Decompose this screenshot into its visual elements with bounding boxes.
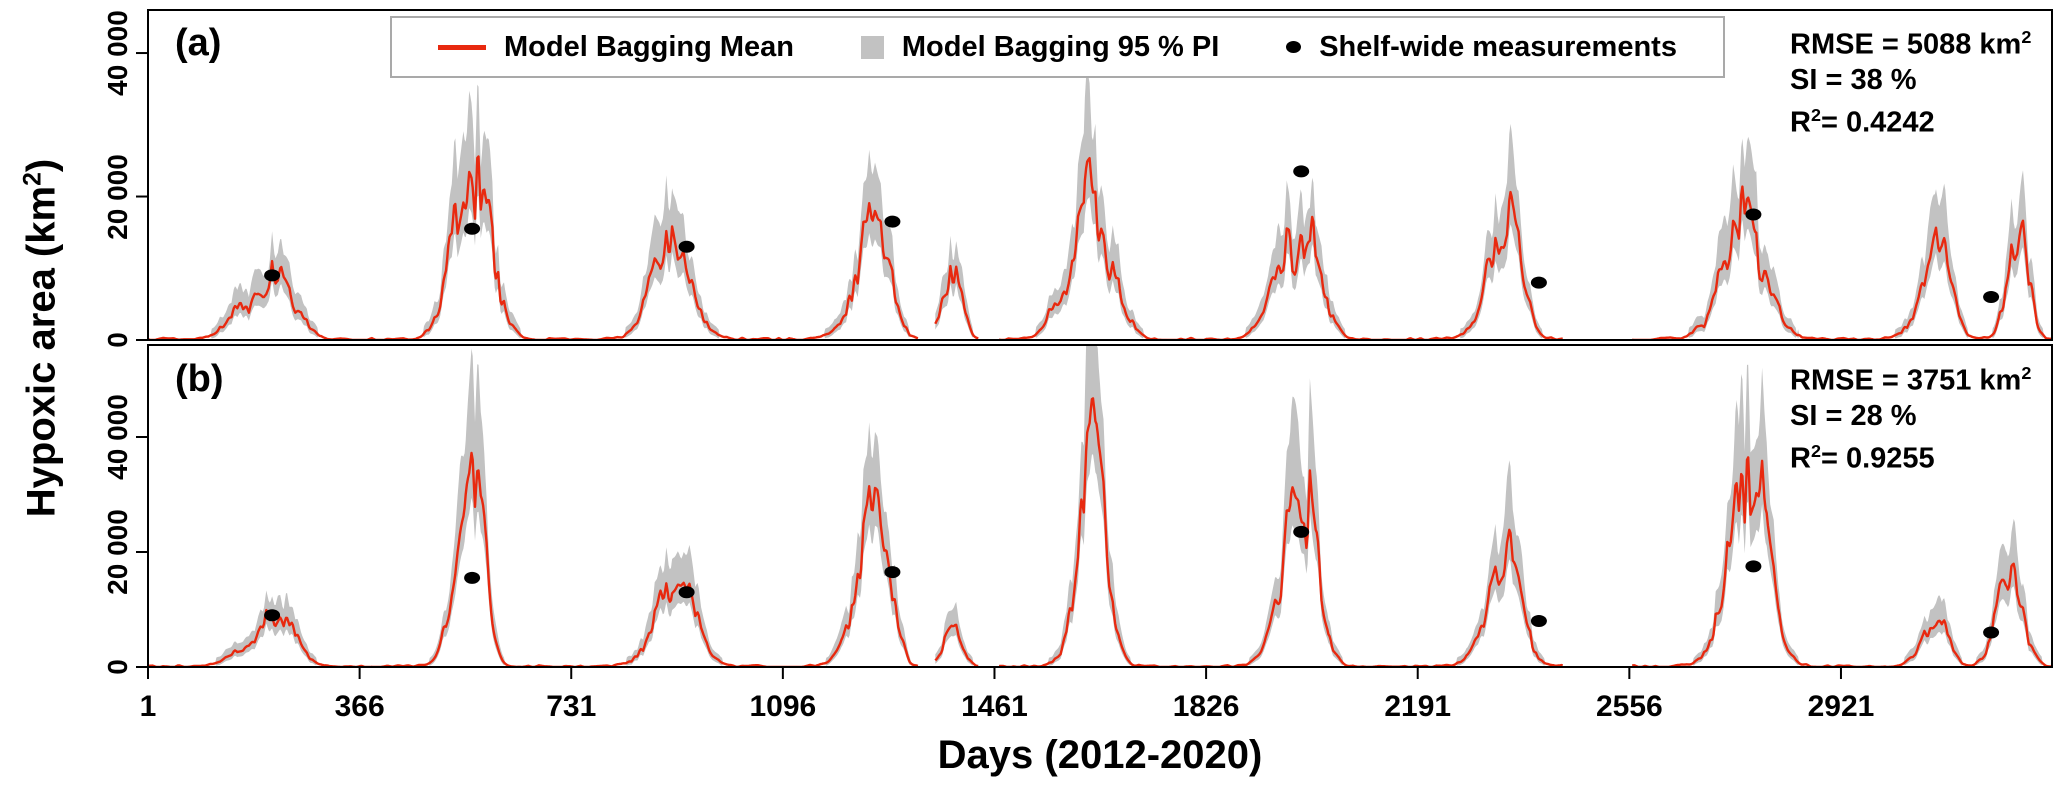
measurement-dot [884,215,901,228]
measurement-dot [264,269,281,282]
pi-band-swatch-icon [860,35,884,59]
stat-si-a: SI = 38 % [1790,63,1917,96]
measurement-dot [464,571,481,584]
measurement-dot [1530,276,1547,289]
stat-r2-b: R2= 0.9255 [1790,440,1935,475]
measurement-dot [678,586,695,599]
measurement-dot [1983,626,2000,639]
measurement-dot [1530,615,1547,627]
measurement-dot [464,222,481,235]
legend-label-pi: Model Bagging 95 % PI [901,30,1220,63]
measurement-dot [264,609,281,622]
pi-band [149,346,2051,666]
stat-rmse-a: RMSE = 5088 km2 [1790,27,2032,61]
measurement-dot [1745,560,1762,573]
panel-border [147,344,2053,668]
measurement-dot [1983,291,2000,303]
panel-plot-0 [149,69,2051,339]
x-axis-title: Days (2012-2020) [937,733,1263,777]
y-axis-title-text: Hypoxic area (km [19,185,64,518]
pi-band [149,69,2051,339]
measurement-dot [678,240,695,253]
measurement-dot-swatch-icon [1286,41,1302,53]
legend-item-measurements: Shelf-wide measurements [1286,31,1677,64]
stats-panel-b: RMSE = 3751 km2 SI = 28 % R2= 0.9255 [1790,356,2031,476]
measurement-dot [884,566,901,579]
stat-si-b: SI = 28 % [1790,399,1917,432]
stats-panel-a: RMSE = 5088 km2 SI = 38 % R2= 0.4242 [1790,20,2031,140]
mean-line-swatch-icon [438,44,486,50]
panel-border [147,9,2053,341]
stat-rmse-b: RMSE = 3751 km2 [1790,363,2032,397]
legend-label-measurements: Shelf-wide measurements [1319,30,1677,63]
legend-item-pi: Model Bagging 95 % PI [860,30,1220,64]
panel-plot-1 [149,346,2051,666]
mean-line [149,397,2051,666]
measurement-dot [1293,165,1310,178]
y-axis-title: Hypoxic area (km2) [19,159,64,517]
measurement-dot [1745,208,1762,221]
panel-a-letter: (a) [175,22,222,64]
measurement-dot [1293,525,1310,538]
legend-box: Model Bagging Mean Model Bagging 95 % PI… [390,16,1725,78]
y-axis-title-suffix: ) [19,158,64,173]
legend-label-mean: Model Bagging Mean [504,30,794,63]
panel-b-letter: (b) [175,358,224,400]
legend-item-mean: Model Bagging Mean [438,31,794,64]
mean-line [149,155,2051,339]
y-axis-title-sup: 2 [19,172,47,186]
stat-r2-a: R2= 0.4242 [1790,104,1935,139]
